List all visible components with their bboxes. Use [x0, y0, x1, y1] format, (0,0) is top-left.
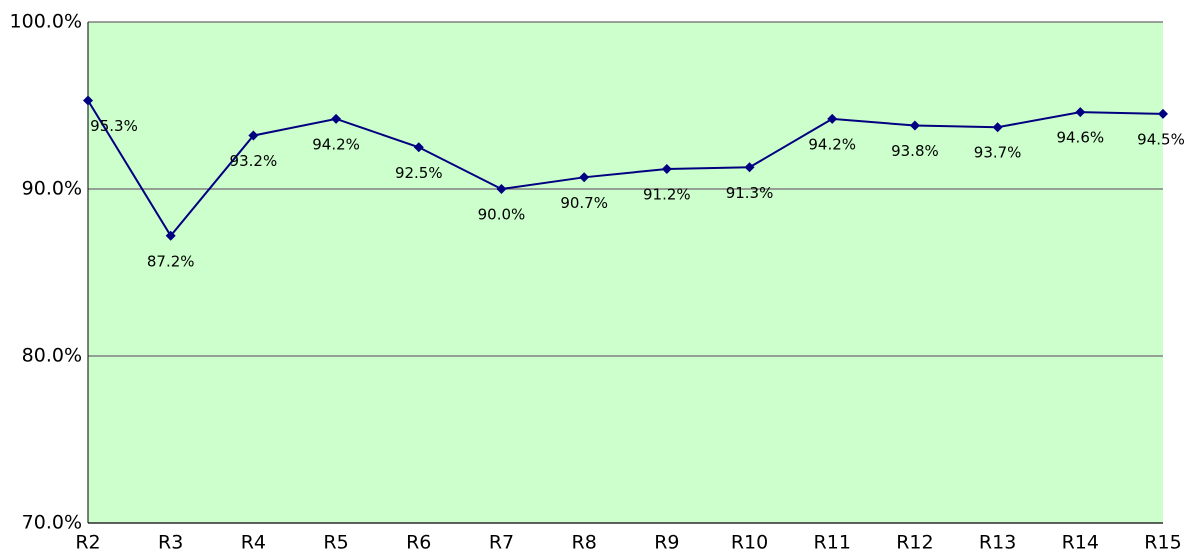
data-point	[331, 113, 342, 124]
data-point	[744, 162, 755, 173]
data-label: 94.5%	[1137, 130, 1185, 148]
x-tick-label: R13	[979, 532, 1016, 554]
data-point	[1158, 108, 1168, 119]
x-tick-label: R12	[896, 532, 933, 554]
x-tick-label: R5	[323, 532, 348, 554]
data-point	[83, 95, 93, 106]
x-tick-label: R2	[75, 532, 100, 554]
x-tick-label: R15	[1144, 532, 1181, 554]
data-point	[992, 122, 1003, 133]
y-tick-label: 90.0%	[22, 178, 82, 200]
y-tick-label: 100.0%	[10, 11, 82, 33]
data-label: 93.8%	[891, 142, 939, 160]
data-point	[413, 142, 424, 153]
data-label: 94.6%	[1056, 129, 1104, 147]
x-tick-label: R4	[241, 532, 266, 554]
x-tick-label: R14	[1062, 532, 1099, 554]
data-line	[87, 99, 1164, 238]
data-label: 91.2%	[643, 185, 691, 203]
data-label: 92.5%	[395, 164, 443, 182]
x-tick-label: R3	[158, 532, 183, 554]
data-label: 93.2%	[230, 152, 278, 170]
data-point	[579, 172, 590, 183]
x-tick-label: R8	[572, 532, 597, 554]
data-label: 90.0%	[478, 206, 526, 224]
data-point	[496, 184, 507, 194]
data-label: 87.2%	[147, 252, 195, 270]
plot-area	[88, 22, 1163, 523]
data-point	[909, 120, 920, 131]
data-point	[661, 163, 672, 174]
data-label: 93.7%	[974, 144, 1022, 162]
data-point	[165, 230, 176, 241]
x-tick-label: R10	[731, 532, 768, 554]
x-tick-label: R11	[814, 532, 851, 554]
y-tick-label: 80.0%	[22, 345, 82, 367]
data-label: 95.3%	[90, 117, 138, 135]
data-label: 90.7%	[560, 194, 608, 212]
y-tick-label: 70.0%	[22, 512, 82, 534]
data-point	[1075, 107, 1086, 118]
data-label: 94.2%	[808, 135, 856, 153]
data-label: 94.2%	[312, 135, 360, 153]
data-label: 91.3%	[726, 184, 774, 202]
x-tick-label: R6	[406, 532, 431, 554]
x-tick-label: R7	[489, 532, 514, 554]
data-point	[248, 130, 259, 141]
data-point	[827, 113, 838, 124]
x-tick-label: R9	[654, 532, 679, 554]
